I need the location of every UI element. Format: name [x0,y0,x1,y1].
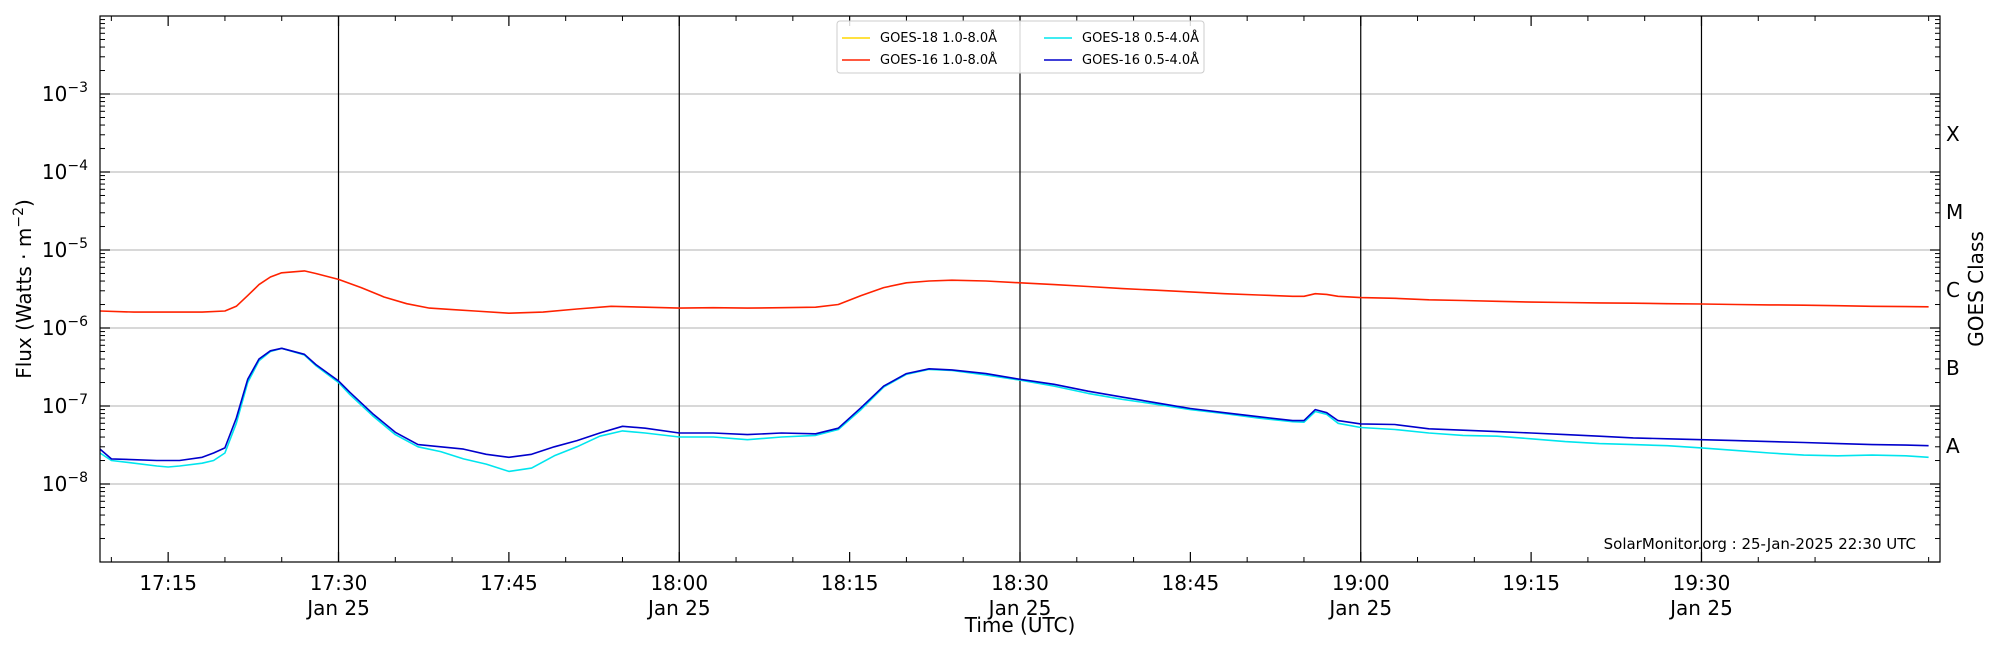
y-tick-label: 10−8 [42,470,88,496]
x-tick-label: 19:30 [1673,571,1731,595]
x-tick-date-label: Jan 25 [646,596,711,620]
y-tick-label: 10−7 [42,392,88,418]
y-tick-labels: 10−8 10−7 10−6 10−5 10−4 10−3 [42,80,88,496]
goes-class-labels: A B C M X [1946,122,1963,458]
legend: GOES-18 1.0-8.0Å GOES-16 1.0-8.0Å GOES-1… [836,20,1205,74]
x-tick-label: 18:15 [821,571,879,595]
series-line-goes-16-0-5-4-0 [99,347,1929,462]
day-lines [337,16,1703,562]
y-axis-label-exponent: −2 [11,207,27,228]
y-axis-label-close: ) [12,199,36,207]
legend-label-goes16-long: GOES-16 1.0-8.0Å [880,52,997,68]
x-axis-label: Time (UTC) [964,613,1076,637]
y-axis-label: Flux (Watts · m−2) [11,199,36,379]
x-tick-date-label: Jan 25 [987,596,1052,620]
goes-class-m: M [1946,200,1963,224]
credit-text: SolarMonitor.org : 25-Jan-2025 22:30 UTC [1604,535,1916,553]
goes-class-a: A [1946,434,1960,458]
y-tick-label: 10−6 [42,314,88,340]
x-tick-label: 19:00 [1332,571,1390,595]
series-line-goes-16-1-0-8-0 [99,270,1929,315]
x-tick-label: 17:45 [480,571,538,595]
x-tick-label: 19:15 [1502,571,1560,595]
legend-box [836,20,1205,74]
x-tick-label: 17:15 [139,571,197,595]
x-tick-label: 18:45 [1162,571,1220,595]
x-tick-label: 18:00 [650,571,708,595]
legend-label-goes16-short: GOES-16 0.5-4.0Å [1082,52,1199,68]
x-tick-date-label: Jan 25 [1327,596,1392,620]
y-tick-label: 10−5 [42,236,88,262]
x-tick-label: 18:30 [991,571,1049,595]
legend-label-goes18-long: GOES-18 1.0-8.0Å [880,30,997,46]
x-tick-date-label: Jan 25 [1668,596,1733,620]
series-layer [99,270,1929,473]
goes-class-axis-label: GOES Class [1964,231,1988,347]
tick-layer [100,15,1940,563]
goes-class-b: B [1946,356,1960,380]
goes-class-x: X [1946,122,1960,146]
x-tick-label: 17:30 [310,571,368,595]
goes-class-c: C [1946,278,1960,302]
legend-label-goes18-short: GOES-18 0.5-4.0Å [1082,30,1199,46]
y-tick-label: 10−4 [42,158,88,184]
y-tick-label: 10−3 [42,80,88,106]
x-tick-date-label: Jan 25 [305,596,370,620]
y-axis-label-text: Flux (Watts · m [12,228,36,379]
